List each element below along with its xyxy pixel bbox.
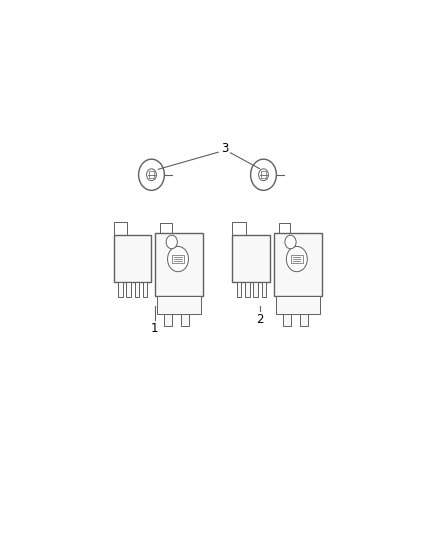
- FancyBboxPatch shape: [126, 282, 131, 297]
- FancyBboxPatch shape: [233, 235, 270, 282]
- FancyBboxPatch shape: [155, 232, 203, 296]
- FancyBboxPatch shape: [276, 296, 320, 314]
- Circle shape: [251, 159, 276, 190]
- FancyBboxPatch shape: [273, 232, 322, 296]
- FancyBboxPatch shape: [157, 296, 201, 314]
- Circle shape: [138, 159, 164, 190]
- Circle shape: [286, 246, 307, 272]
- FancyBboxPatch shape: [245, 282, 250, 297]
- FancyBboxPatch shape: [261, 171, 266, 178]
- FancyBboxPatch shape: [118, 282, 123, 297]
- FancyBboxPatch shape: [237, 282, 241, 297]
- FancyBboxPatch shape: [149, 171, 154, 178]
- Text: 1: 1: [151, 322, 159, 335]
- FancyBboxPatch shape: [143, 282, 147, 297]
- FancyBboxPatch shape: [181, 314, 189, 326]
- FancyBboxPatch shape: [134, 282, 139, 297]
- Circle shape: [285, 235, 296, 249]
- FancyBboxPatch shape: [253, 282, 258, 297]
- Circle shape: [258, 169, 268, 181]
- Text: 3: 3: [221, 142, 228, 155]
- Circle shape: [147, 169, 156, 181]
- FancyBboxPatch shape: [300, 314, 308, 326]
- Circle shape: [168, 246, 188, 272]
- FancyBboxPatch shape: [113, 235, 151, 282]
- FancyBboxPatch shape: [291, 255, 303, 263]
- FancyBboxPatch shape: [261, 282, 266, 297]
- FancyBboxPatch shape: [172, 255, 184, 263]
- Circle shape: [166, 235, 177, 249]
- Text: 2: 2: [256, 313, 264, 326]
- FancyBboxPatch shape: [164, 314, 172, 326]
- FancyBboxPatch shape: [283, 314, 291, 326]
